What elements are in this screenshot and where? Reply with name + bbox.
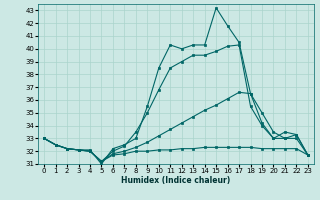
- X-axis label: Humidex (Indice chaleur): Humidex (Indice chaleur): [121, 176, 231, 185]
